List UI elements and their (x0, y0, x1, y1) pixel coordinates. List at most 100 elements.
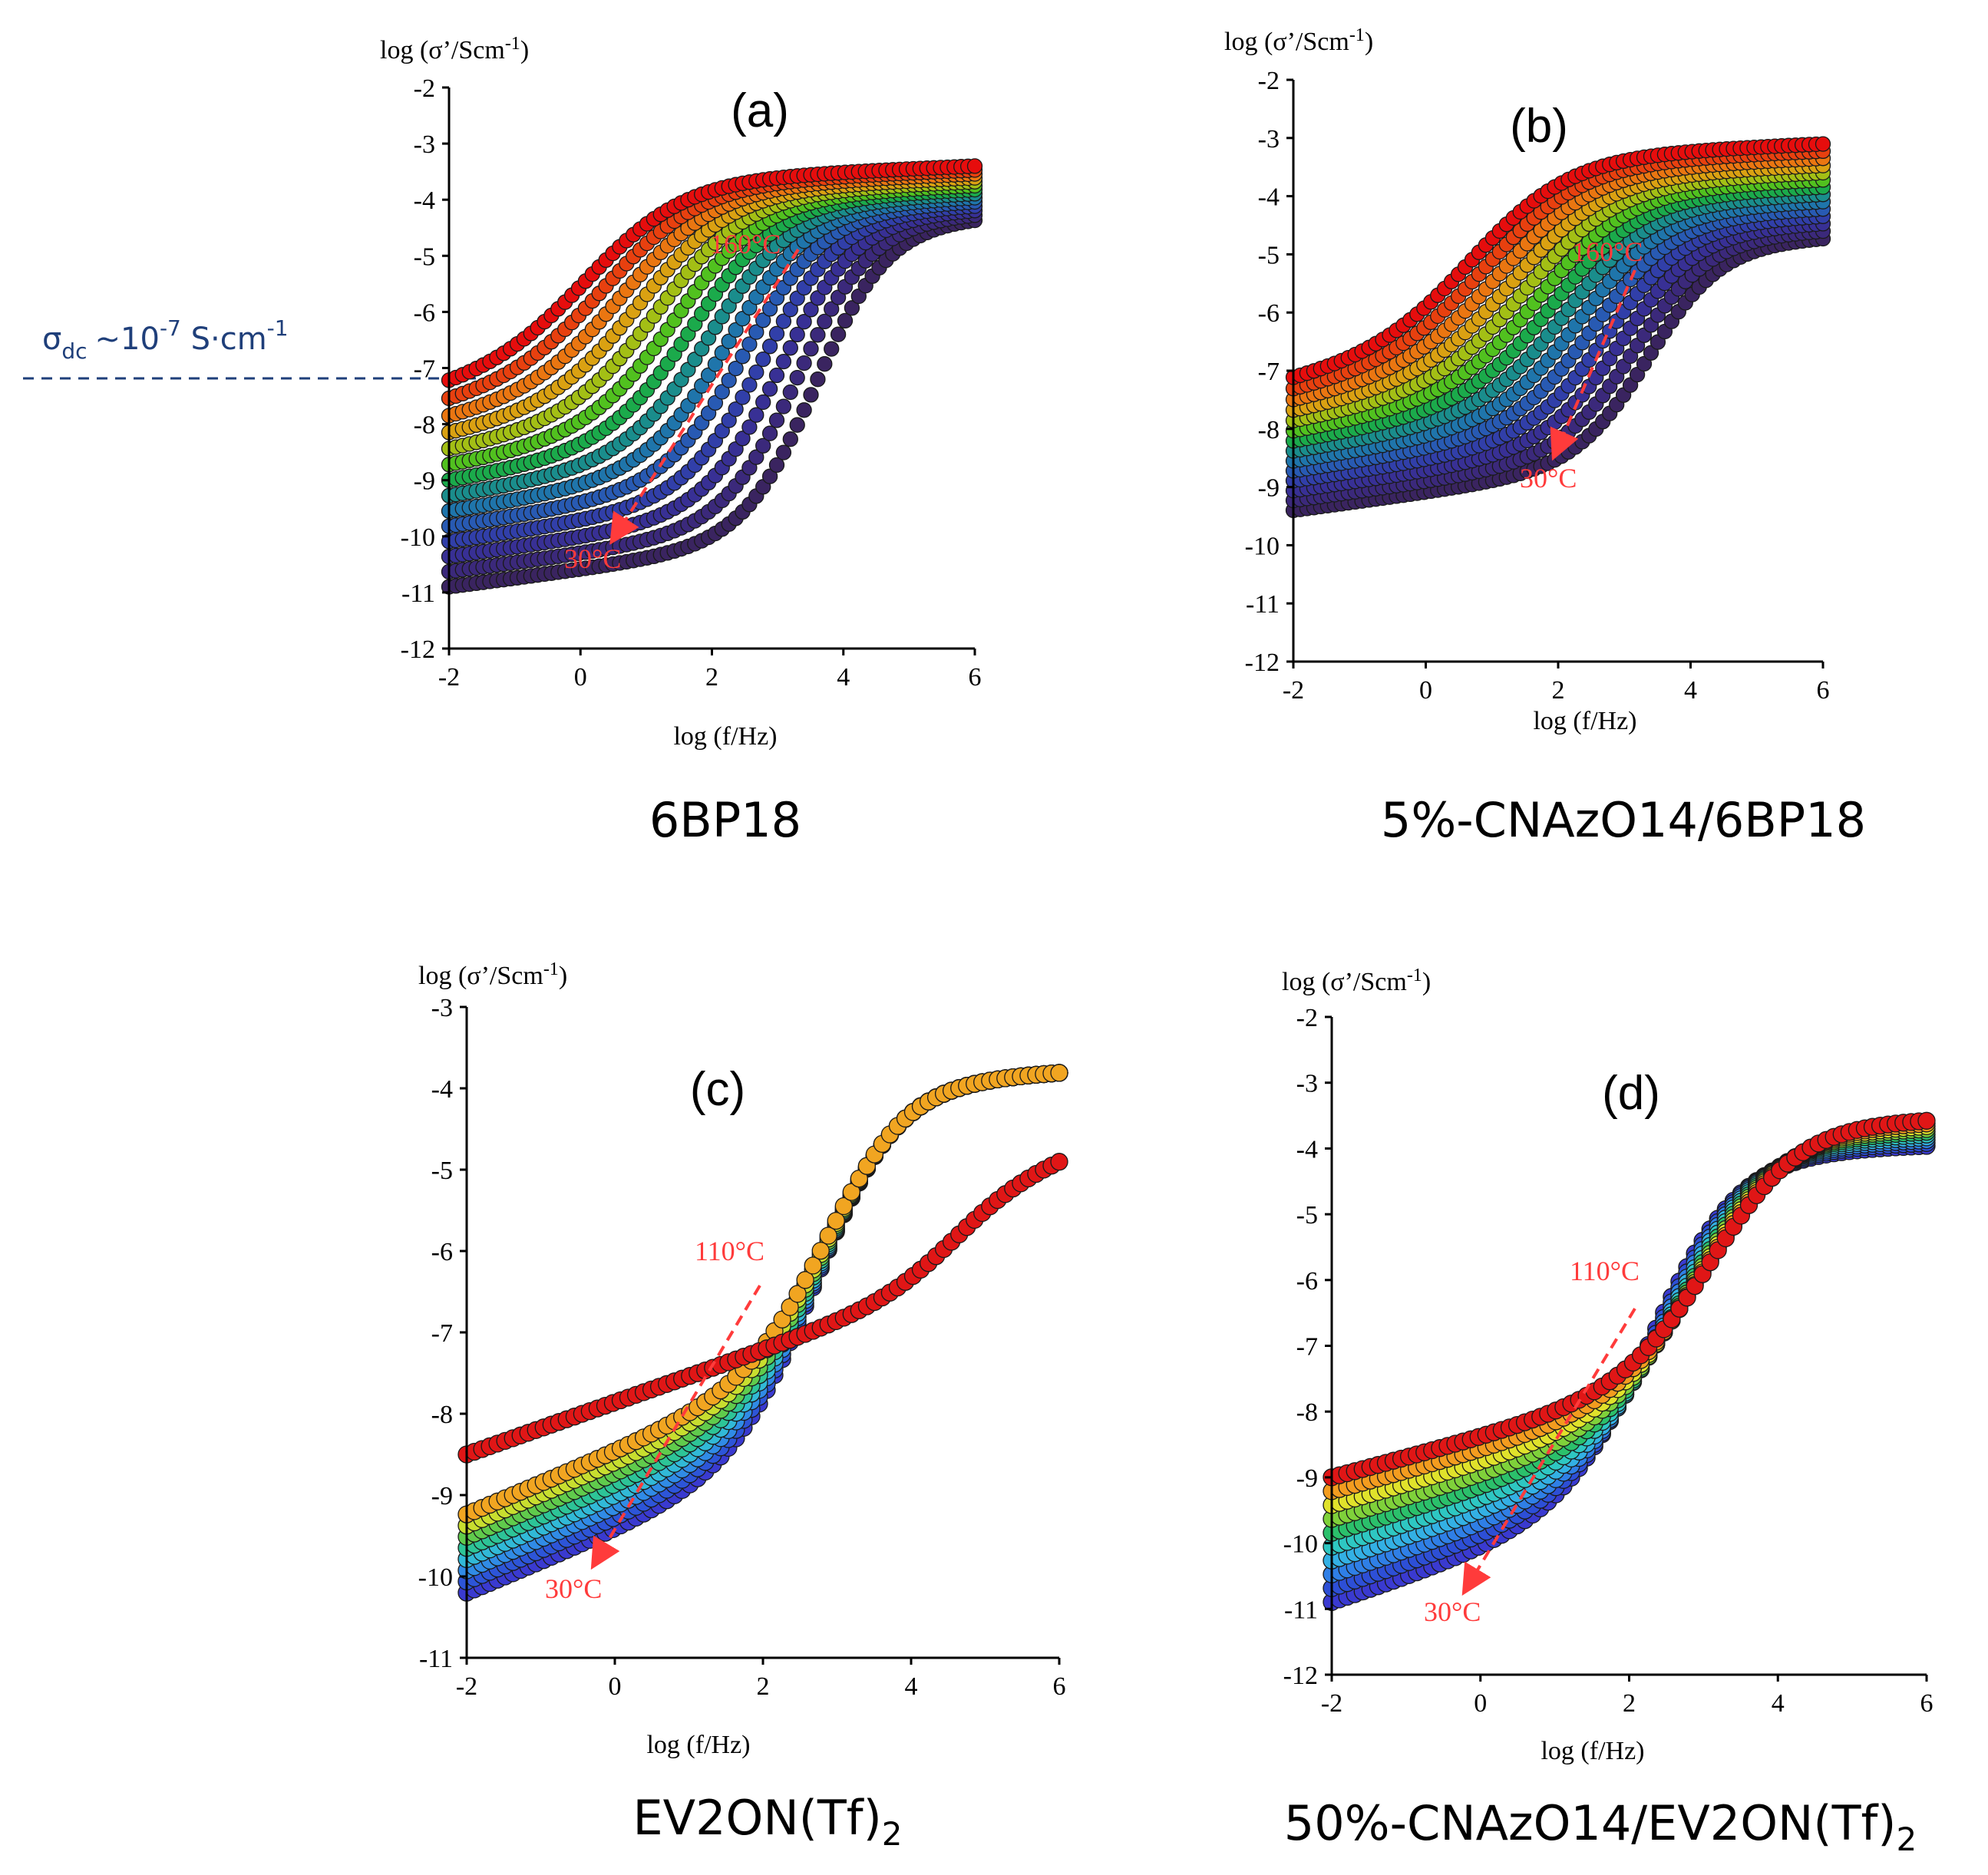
sigma-dc-label: σdc ~10-7 S·cm-1 (42, 315, 289, 364)
sigma-exponent: -7 (160, 315, 181, 341)
panel-c-caption-main: EV2ON(Tf) (632, 1790, 881, 1846)
panel-a-point (721, 412, 737, 428)
panel-d-y-tick-label: -7 (1296, 1333, 1318, 1362)
panel-a-point (782, 302, 798, 318)
panel-b-y-tick-label: -12 (1245, 649, 1280, 677)
panel-a-point (824, 341, 840, 357)
panel-b-ylabel-prefix: log (σ’/Scm (1224, 28, 1349, 56)
panel-a-point (803, 302, 819, 318)
panel-c-y-tick-label: -3 (431, 994, 453, 1022)
panel-a-point (761, 425, 778, 441)
panel-a-y-tick-label: -2 (414, 74, 435, 103)
panel-c-y-tick-label: -8 (431, 1401, 453, 1429)
panel-c-point (804, 1256, 822, 1275)
panel-b-x-tick-label: 4 (1684, 676, 1697, 705)
panel-d-y-axis-label: log (σ’/Scm-1) (1282, 966, 1431, 996)
panel-b-y-tick-label: -8 (1258, 416, 1280, 444)
panel-b-y-tick-label: -9 (1258, 474, 1280, 503)
panel-c-ylabel-suffix: ) (559, 962, 567, 990)
panel-a-point (782, 431, 798, 447)
panel-a-temp-low: 30°C (564, 543, 621, 574)
panel-c-y-tick-label: -5 (431, 1157, 453, 1185)
panel-d-y-tick-label: -5 (1296, 1201, 1318, 1230)
panel-d-y-tick-label: -2 (1296, 1004, 1318, 1032)
panel-a-point (782, 384, 798, 401)
panel-a-point (775, 313, 792, 329)
sigma-symbol: σ (42, 322, 61, 357)
panel-b-caption: 5%-CNAzO14/6BP18 (1381, 792, 1866, 848)
panel-a-point (728, 322, 744, 338)
panel-a-temp-high: 160°C (710, 229, 781, 259)
panel-b: log (σ’/Scm-1) -2-3-4-5-6-7-8-9-10-11-12… (1224, 25, 1866, 848)
panel-a-point (824, 301, 840, 317)
panel-a-point (735, 389, 751, 405)
panel-d-label: (d) (1602, 1067, 1660, 1120)
sigma-approx: ~10 (95, 322, 160, 357)
panel-d-caption: 50%-CNAzO14/EV2ON(Tf)2 (1284, 1795, 1917, 1858)
panel-a-point (768, 412, 785, 428)
panel-b-y-tick-label: -10 (1245, 532, 1280, 560)
panel-c-point (811, 1241, 830, 1260)
panel-a-y-axis-label: log (σ’/Scm-1) (380, 34, 529, 64)
panel-d-data-points (1323, 1111, 1936, 1612)
panel-d-point (1917, 1111, 1936, 1130)
panel-a-point (721, 372, 737, 388)
panel-d: log (σ’/Scm-1) -2-3-4-5-6-7-8-9-10-11-12… (1282, 966, 1936, 1858)
panel-b-x-tick-label: 2 (1552, 676, 1565, 705)
panel-a-point (728, 360, 744, 377)
panel-a-ylabel-exp: -1 (505, 34, 520, 54)
panel-d-x-tick-label: 6 (1920, 1689, 1934, 1718)
panel-a-point (810, 327, 826, 343)
panel-a-point (789, 326, 805, 343)
panel-b-label: (b) (1510, 100, 1568, 153)
panel-c-x-tick-label: -2 (456, 1672, 477, 1701)
panel-d-x-axis-label: log (f/Hz) (1541, 1737, 1644, 1765)
panel-a-x-tick-label: 6 (969, 663, 982, 692)
panel-c-data-points (457, 1064, 1068, 1602)
panel-a-point (775, 398, 792, 414)
panel-c-temp-low: 30°C (545, 1573, 602, 1604)
panel-a-point (755, 394, 771, 411)
panel-a-y-tick-label: -11 (401, 579, 435, 608)
panel-b-y-tick-label: -11 (1246, 590, 1280, 619)
panel-c-label: (c) (690, 1063, 745, 1116)
panel-a-point (735, 431, 751, 447)
sigma-unit: S·cm (181, 322, 267, 357)
panel-d-y-tick-label: -12 (1283, 1662, 1318, 1690)
panel-c-y-axis-label: log (σ’/Scm-1) (418, 959, 567, 990)
panel-b-y-tick-label: -7 (1258, 358, 1280, 386)
panel-c-temp-high: 110°C (695, 1236, 764, 1266)
panel-a-point (837, 312, 854, 329)
panel-d-y-tick-label: -6 (1296, 1267, 1318, 1296)
panel-b-x-tick-label: -2 (1283, 676, 1304, 705)
panel-a-point (741, 419, 758, 435)
panel-b-ylabel-exp: -1 (1349, 25, 1365, 45)
panel-a-point (748, 324, 764, 340)
panel-a-point (728, 401, 744, 418)
panel-a-point (775, 353, 792, 370)
panel-c-ylabel-exp: -1 (543, 959, 559, 979)
panel-a-point (748, 449, 764, 465)
panel-c-x-tick-label: 0 (609, 1672, 622, 1701)
panel-d-x-tick-label: 4 (1772, 1689, 1785, 1718)
panel-a-point (775, 444, 792, 460)
panel-a-y-tick-label: -10 (401, 523, 435, 552)
panel-b-temp-low: 30°C (1520, 463, 1577, 494)
panel-a-point (966, 158, 983, 174)
panel-a-point (741, 377, 758, 393)
panel-c-x-tick-label: 2 (757, 1672, 770, 1701)
panel-c-y-tick-label: -10 (418, 1563, 453, 1592)
panel-a-point (768, 457, 785, 474)
panel-d-y-tick-label: -8 (1296, 1398, 1318, 1427)
panel-a-ylabel-suffix: ) (520, 36, 529, 64)
panel-b-point (1815, 136, 1831, 152)
panel-a-point (830, 326, 847, 342)
panel-c-point (1050, 1064, 1068, 1082)
panel-a-point (741, 336, 758, 352)
panel-c-caption: EV2ON(Tf)2 (632, 1790, 902, 1853)
panel-a-data-points (441, 158, 983, 595)
panel-c-x-tick-label: 4 (905, 1672, 918, 1701)
panel-b-ylabel-suffix: ) (1365, 28, 1373, 56)
panel-a-point (768, 367, 785, 384)
panel-c-x-tick-label: 6 (1053, 1672, 1066, 1701)
